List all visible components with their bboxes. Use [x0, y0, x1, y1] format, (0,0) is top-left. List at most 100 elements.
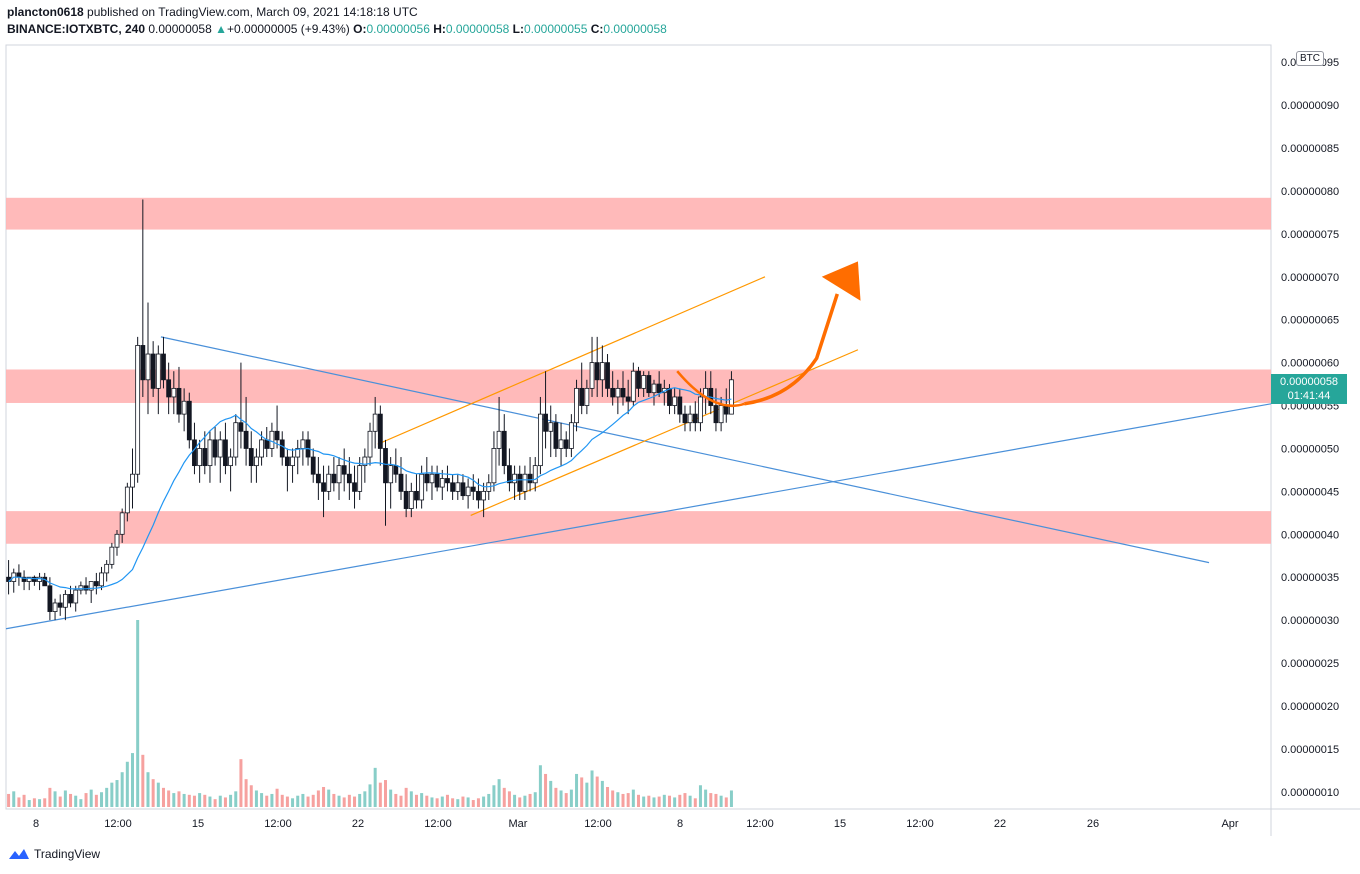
volume-bar: [38, 799, 42, 807]
time-axis[interactable]: 8 12:00 15 12:00 22 12:00 Mar 12:00 8 12:00 15 12:0…: [33, 818, 1239, 830]
volume-bar: [657, 796, 661, 807]
plot-area-border: [5, 44, 1272, 810]
volume-bar: [549, 780, 553, 807]
volume-bar: [487, 793, 491, 807]
time-tick-label: 8: [33, 818, 39, 830]
candle-body: [594, 362, 600, 381]
volume-bar: [698, 785, 702, 807]
symbol-label[interactable]: BINANCE:IOTXBTC, 240: [7, 22, 146, 36]
candle-body: [243, 430, 249, 449]
volume-bar: [69, 793, 73, 807]
candle-body: [517, 473, 523, 492]
volume-bar: [425, 795, 429, 807]
candle-body: [140, 345, 146, 381]
price-tick-label: 0.00000090: [1281, 100, 1339, 112]
currency-badge[interactable]: BTC: [1296, 51, 1324, 66]
price-tick-label: 0.00000040: [1281, 529, 1339, 541]
candle-body: [465, 486, 471, 497]
time-tick-label: 12:00: [746, 818, 774, 830]
volume-bar: [198, 793, 202, 807]
volume-bar: [79, 799, 83, 807]
volume-bar: [471, 800, 475, 807]
volume-bar: [249, 785, 253, 807]
volume-bar: [637, 794, 640, 807]
last-price: 0.00000058: [148, 22, 212, 36]
candle-body: [197, 448, 203, 467]
candle-body: [279, 439, 285, 458]
candle-body: [207, 439, 213, 467]
volume-bar: [131, 753, 134, 807]
resistance-zone-0: [6, 197, 1271, 230]
candle-body: [403, 490, 409, 509]
volume-bar: [585, 782, 589, 807]
volume-bar: [554, 787, 558, 807]
volume-bar: [187, 794, 191, 807]
cup-curve: [676, 370, 745, 408]
candle-body: [672, 396, 678, 406]
candle-body: [233, 422, 239, 458]
candle-body: [114, 533, 120, 548]
volume-bar: [270, 793, 274, 807]
candle-body: [171, 387, 177, 398]
candle-body: [507, 465, 512, 484]
volume-bar: [662, 794, 666, 807]
time-tick-label: 26: [1087, 818, 1099, 830]
volume-bar: [394, 793, 398, 807]
candle-body: [42, 576, 48, 587]
volume-bar: [440, 796, 444, 807]
candle-body: [135, 345, 141, 475]
volume-bar: [652, 797, 656, 807]
volume-bar: [358, 793, 362, 807]
volume-bar: [94, 794, 98, 807]
candle-body: [481, 490, 487, 501]
candle-body: [130, 473, 135, 488]
volume-bar: [280, 794, 284, 807]
candle-body: [563, 439, 569, 449]
candle-body: [558, 439, 564, 449]
candle-body: [641, 375, 647, 389]
candle-body: [651, 383, 657, 394]
candle-body: [527, 473, 533, 484]
candle-body: [274, 430, 280, 441]
volume-bar: [43, 798, 47, 807]
candle-body: [496, 430, 502, 449]
candle-body: [83, 585, 89, 591]
volume-bar: [353, 796, 357, 807]
candle-body: [414, 490, 419, 501]
candle-body: [155, 353, 161, 389]
candle-body: [512, 473, 517, 484]
footer-brand[interactable]: TradingView: [8, 847, 100, 861]
volume-bar: [724, 797, 728, 807]
candle-body: [553, 422, 559, 449]
time-tick-label: Mar: [509, 818, 528, 830]
candle-body: [26, 576, 32, 582]
ma-layer: [8, 387, 732, 590]
change-up-icon: ▲: [215, 22, 228, 36]
volume-bar: [719, 795, 723, 807]
candle-body: [522, 473, 528, 492]
volume-bar: [177, 791, 181, 807]
candle-body: [537, 413, 543, 467]
candle-body: [568, 422, 574, 449]
candles-layer[interactable]: [6, 199, 734, 621]
publisher-name[interactable]: plancton0618: [7, 5, 84, 19]
volume-bar: [523, 795, 527, 807]
price-axis[interactable]: 0.000000950.000000900.000000850.00000080…: [1281, 57, 1339, 799]
candle-body: [729, 379, 734, 415]
volume-bar: [291, 798, 295, 807]
price-tick-label: 0.00000065: [1281, 315, 1339, 327]
volume-bar: [631, 789, 635, 807]
volume-bar: [373, 767, 377, 807]
candle-body: [315, 473, 321, 484]
volume-bar: [564, 793, 568, 807]
volume-bar: [497, 779, 501, 807]
candle-body: [543, 413, 548, 432]
price-tick-label: 0.00000080: [1281, 186, 1339, 198]
candle-body: [377, 413, 383, 449]
time-tick-label: 12:00: [906, 818, 934, 830]
volume-bar: [704, 789, 708, 807]
volume-bar: [384, 780, 387, 807]
trendline-0: [5, 403, 1272, 630]
time-tick-label: 15: [834, 818, 846, 830]
